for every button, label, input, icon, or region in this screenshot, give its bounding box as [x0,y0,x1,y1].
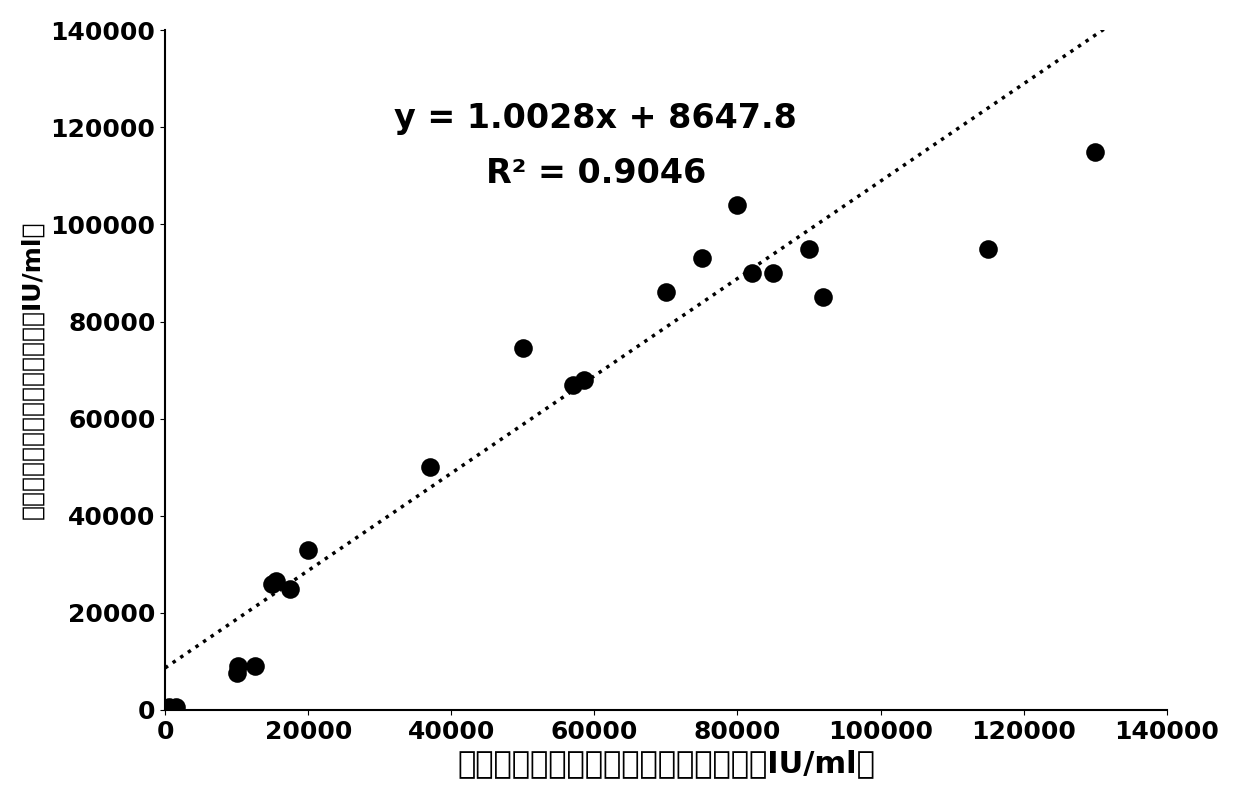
Point [159,701,179,714]
Point [813,291,833,304]
Point [799,242,818,255]
Y-axis label: 微量细胞病变抑制法检测结果（IU/ml）: 微量细胞病变抑制法检测结果（IU/ml） [21,221,45,519]
Point [299,543,319,556]
Point [263,578,283,590]
Point [227,667,247,680]
Point [742,267,761,280]
Point [280,582,300,595]
X-axis label: 本发明建立干扰素活性检测方法结果（IU/ml）: 本发明建立干扰素活性检测方法结果（IU/ml） [458,749,875,778]
Text: y = 1.0028x + 8647.8: y = 1.0028x + 8647.8 [394,102,797,135]
Point [1085,145,1105,158]
Text: R² = 0.9046: R² = 0.9046 [486,157,706,189]
Point [228,660,248,673]
Point [692,252,712,264]
Point [563,378,583,391]
Point [420,461,440,474]
Point [513,342,533,355]
Point [574,373,594,386]
Point [267,574,286,587]
Point [244,660,264,673]
Point [978,242,998,255]
Point [728,199,748,212]
Point [656,286,676,299]
Point [764,267,784,280]
Point [166,701,186,714]
